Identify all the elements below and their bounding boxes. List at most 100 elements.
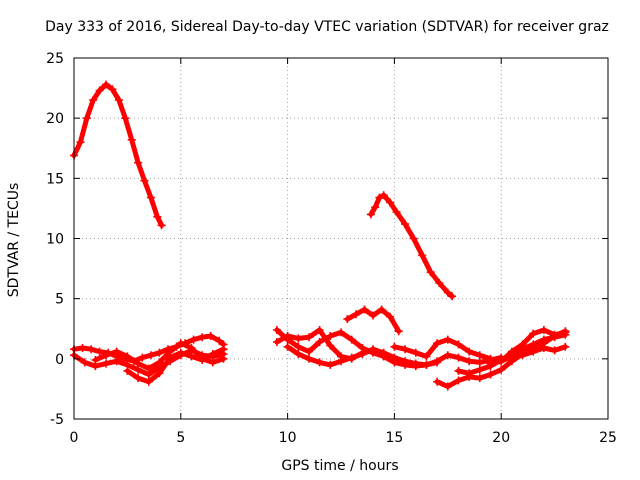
data-point bbox=[166, 353, 175, 362]
data-point bbox=[347, 353, 356, 362]
data-point bbox=[392, 208, 401, 216]
data-point bbox=[475, 358, 484, 367]
data-point bbox=[283, 332, 292, 340]
data-point bbox=[155, 369, 164, 378]
data-point bbox=[87, 345, 96, 354]
data-point bbox=[401, 345, 410, 354]
data-point bbox=[219, 354, 228, 363]
x-axis-label: GPS time / hours bbox=[281, 458, 398, 474]
data-point bbox=[102, 351, 110, 360]
data-point bbox=[315, 326, 324, 334]
y-tick-label: 25 bbox=[46, 51, 64, 67]
data-point bbox=[465, 357, 474, 366]
data-point bbox=[386, 198, 395, 207]
data-point bbox=[108, 85, 117, 94]
data-point bbox=[219, 345, 228, 354]
data-point bbox=[102, 359, 110, 368]
data-point bbox=[443, 351, 452, 360]
data-point bbox=[343, 315, 352, 324]
data-point bbox=[176, 348, 185, 357]
series-arc-9 bbox=[283, 342, 442, 369]
data-point bbox=[486, 370, 495, 379]
data-point bbox=[443, 382, 452, 391]
data-point bbox=[443, 288, 452, 297]
data-point bbox=[539, 344, 548, 352]
data-point bbox=[475, 374, 484, 383]
data-point bbox=[369, 345, 377, 354]
data-point bbox=[539, 326, 548, 334]
data-point bbox=[422, 352, 431, 361]
series-arc-1 bbox=[70, 80, 166, 230]
data-point bbox=[433, 358, 442, 367]
data-point bbox=[305, 354, 313, 363]
data-point bbox=[176, 339, 185, 348]
x-tick-label: 15 bbox=[385, 430, 403, 446]
data-point bbox=[379, 191, 388, 200]
data-point bbox=[95, 86, 104, 95]
x-tick-label: 20 bbox=[492, 430, 510, 446]
data-point bbox=[146, 193, 155, 202]
data-point bbox=[326, 332, 335, 340]
data-point bbox=[386, 312, 395, 321]
data-point bbox=[418, 251, 427, 260]
data-point bbox=[326, 341, 335, 350]
data-point bbox=[475, 351, 484, 360]
data-point bbox=[102, 80, 110, 89]
data-point bbox=[465, 369, 474, 378]
data-point bbox=[433, 377, 442, 386]
data-point bbox=[390, 342, 399, 351]
data-point bbox=[390, 353, 399, 362]
data-point bbox=[550, 330, 559, 339]
data-point bbox=[529, 329, 538, 338]
data-point bbox=[411, 348, 420, 357]
data-point bbox=[112, 357, 121, 366]
data-point bbox=[409, 234, 418, 243]
data-point bbox=[187, 352, 196, 361]
data-point bbox=[352, 310, 360, 319]
x-tick-label: 0 bbox=[70, 430, 79, 446]
series-trace bbox=[274, 327, 504, 369]
data-point bbox=[272, 338, 281, 346]
data-point bbox=[486, 359, 495, 368]
series-trace bbox=[124, 346, 226, 385]
data-point bbox=[360, 305, 369, 314]
data-point bbox=[465, 347, 474, 356]
data-point bbox=[518, 340, 527, 349]
data-point bbox=[208, 350, 217, 358]
data-point bbox=[315, 358, 324, 367]
data-point bbox=[305, 347, 313, 356]
data-point bbox=[454, 353, 463, 362]
data-point bbox=[371, 203, 380, 212]
y-tick-label: 20 bbox=[46, 111, 64, 127]
data-point bbox=[337, 357, 345, 366]
data-point bbox=[454, 366, 463, 375]
y-tick-label: 5 bbox=[55, 292, 64, 308]
data-point bbox=[80, 358, 89, 367]
data-point bbox=[294, 350, 303, 358]
data-point bbox=[315, 338, 324, 346]
data-point bbox=[206, 332, 215, 340]
data-point bbox=[294, 334, 303, 343]
data-point bbox=[144, 364, 153, 373]
data-point bbox=[507, 357, 516, 366]
data-point bbox=[272, 326, 281, 334]
data-point bbox=[78, 344, 87, 352]
data-point bbox=[497, 365, 506, 374]
series-arc-6 bbox=[123, 345, 228, 386]
chart-title: Day 333 of 2016, Sidereal Day-to-day VTE… bbox=[45, 19, 609, 35]
data-point bbox=[91, 356, 100, 364]
data-point bbox=[401, 220, 410, 229]
data-point bbox=[189, 335, 198, 344]
data-point bbox=[112, 347, 121, 356]
x-tick-label: 5 bbox=[176, 430, 185, 446]
data-point bbox=[157, 221, 166, 230]
axis-ticks: 0 5 10 15 20 25 -5 0 5 10 15 20 25 bbox=[46, 51, 617, 446]
data-point bbox=[379, 348, 388, 357]
data-point bbox=[443, 335, 452, 344]
data-point bbox=[95, 347, 104, 356]
data-point bbox=[198, 356, 207, 364]
data-point bbox=[448, 292, 457, 301]
data-point bbox=[76, 138, 85, 147]
